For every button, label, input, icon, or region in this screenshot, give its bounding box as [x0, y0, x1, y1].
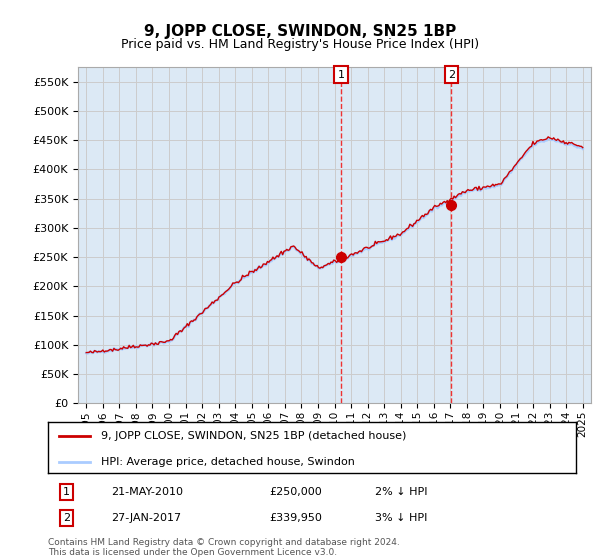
- Text: 3% ↓ HPI: 3% ↓ HPI: [376, 513, 428, 523]
- Text: £250,000: £250,000: [270, 487, 323, 497]
- Text: Price paid vs. HM Land Registry's House Price Index (HPI): Price paid vs. HM Land Registry's House …: [121, 38, 479, 51]
- Text: 2: 2: [448, 70, 455, 80]
- Text: 2% ↓ HPI: 2% ↓ HPI: [376, 487, 428, 497]
- Text: 9, JOPP CLOSE, SWINDON, SN25 1BP (detached house): 9, JOPP CLOSE, SWINDON, SN25 1BP (detach…: [101, 431, 406, 441]
- Text: 1: 1: [337, 70, 344, 80]
- Text: 9, JOPP CLOSE, SWINDON, SN25 1BP: 9, JOPP CLOSE, SWINDON, SN25 1BP: [144, 24, 456, 39]
- Text: 1: 1: [63, 487, 70, 497]
- Text: Contains HM Land Registry data © Crown copyright and database right 2024.
This d: Contains HM Land Registry data © Crown c…: [48, 538, 400, 557]
- Text: 21-MAY-2010: 21-MAY-2010: [112, 487, 184, 497]
- Text: 2: 2: [63, 513, 70, 523]
- Text: 27-JAN-2017: 27-JAN-2017: [112, 513, 181, 523]
- Text: HPI: Average price, detached house, Swindon: HPI: Average price, detached house, Swin…: [101, 457, 355, 467]
- Text: £339,950: £339,950: [270, 513, 323, 523]
